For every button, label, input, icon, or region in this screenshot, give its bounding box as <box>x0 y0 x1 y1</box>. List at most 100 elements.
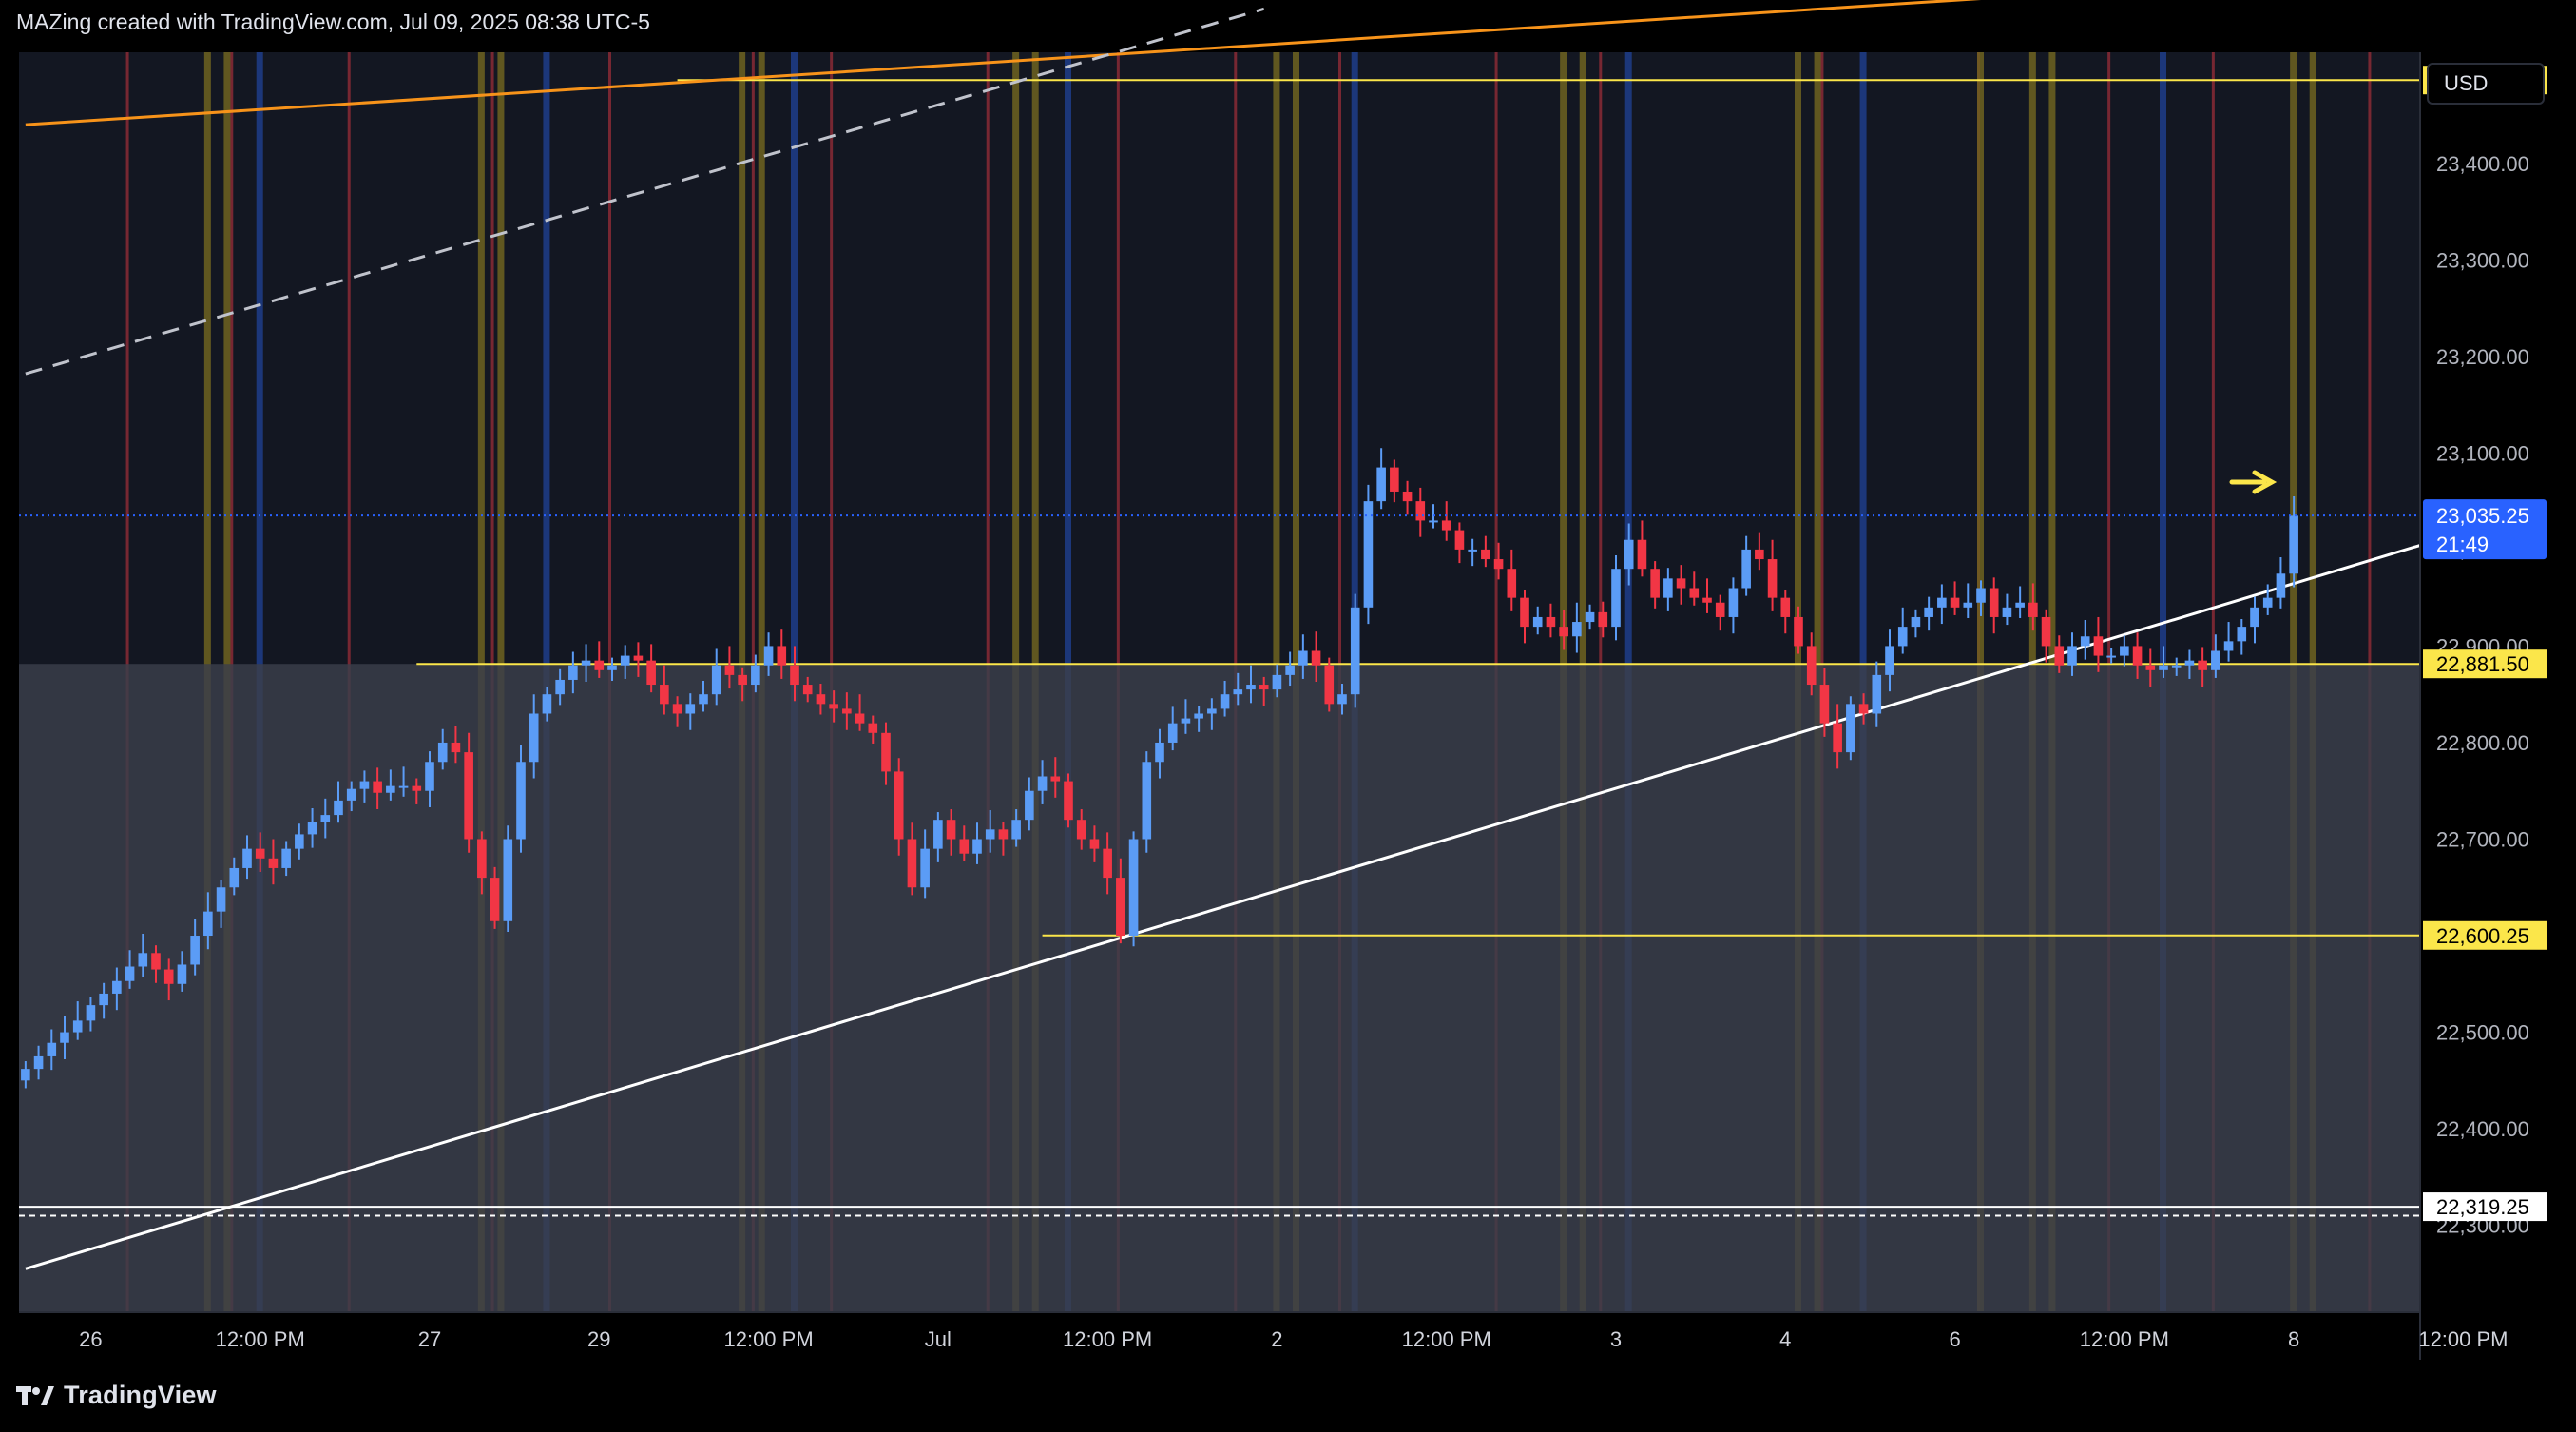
candle-body <box>451 742 461 753</box>
candle-body <box>2223 641 2234 651</box>
candle-body <box>490 878 500 921</box>
candle-body <box>242 848 252 868</box>
candle-body <box>1311 650 1321 666</box>
candle-body <box>1285 665 1295 675</box>
candle-body <box>1780 597 1791 617</box>
candle-body <box>203 911 213 937</box>
candle-body <box>112 980 122 994</box>
candle-body <box>985 829 995 840</box>
candle-body <box>738 674 747 686</box>
candle-body <box>33 1055 44 1070</box>
time-tick-label: Jul <box>925 1327 952 1351</box>
candle-body <box>2262 597 2273 608</box>
candle-body <box>2145 665 2156 670</box>
candle-body <box>1846 704 1855 753</box>
candle-body <box>1272 674 1282 690</box>
candle-body <box>255 848 265 859</box>
candle-body <box>842 708 852 714</box>
candle-body <box>1767 559 1778 598</box>
candle-body <box>1402 491 1413 502</box>
candle-body <box>1755 549 1764 560</box>
candle-body <box>724 665 735 675</box>
chart-header: MAZing created with TradingView.com, Jul… <box>16 10 650 34</box>
price-tick-label: 23,400.00 <box>2436 152 2529 176</box>
trendlines <box>25 0 2576 1270</box>
candle-body <box>216 887 226 912</box>
candle-body <box>2159 665 2168 670</box>
candle-body <box>855 713 865 724</box>
currency-button[interactable]: USD <box>2427 63 2545 105</box>
candle-body <box>2237 627 2247 642</box>
candle-body <box>1989 588 1999 617</box>
time-tick-label: 27 <box>418 1327 441 1351</box>
candle-body <box>1507 569 1517 598</box>
candle-body <box>1676 578 1686 589</box>
candle-body <box>1963 602 1973 608</box>
candle-body <box>1233 689 1243 695</box>
level-badge-label: 22,881.50 <box>2436 652 2529 676</box>
last-price-label: 23,035.25 <box>2436 504 2529 528</box>
candle-body <box>320 815 331 822</box>
candle-body <box>920 848 930 888</box>
candle-body <box>1689 588 1700 598</box>
candle-body <box>1064 781 1073 821</box>
shaded-zone-rect <box>19 664 2419 1312</box>
candle-body <box>1637 539 1647 570</box>
time-tick-label: 26 <box>79 1327 102 1351</box>
tradingview-logo-text: TradingView <box>64 1381 217 1409</box>
time-tick-label: 12:00 PM <box>723 1327 813 1351</box>
candle-body <box>1715 602 1725 617</box>
level-badge-label: 22,319.25 <box>2436 1195 2529 1219</box>
candle-body <box>594 660 605 670</box>
candle-body <box>1937 597 1947 608</box>
candle-body <box>1806 646 1817 686</box>
candle-body <box>1741 549 1751 589</box>
horizontal-levels <box>19 79 2419 1217</box>
candle-body <box>1897 627 1908 647</box>
time-tick-label: 12:00 PM <box>2418 1327 2508 1351</box>
time-tick-label: 12:00 PM <box>1063 1327 1152 1351</box>
candle-body <box>281 848 291 868</box>
last-price-badge <box>2423 499 2547 560</box>
candle-body <box>1833 723 1842 753</box>
candle-body <box>60 1032 69 1043</box>
tradingview-logo[interactable]: TradingView <box>16 1381 217 1410</box>
candle-body <box>503 839 513 921</box>
candle-body <box>2041 616 2051 647</box>
candle-body <box>959 839 970 854</box>
candle-body <box>777 646 787 666</box>
candle-body <box>1481 549 1490 560</box>
candle-body <box>359 781 370 789</box>
candle-body <box>685 704 696 714</box>
candle-body <box>177 964 187 984</box>
candle-body <box>1520 597 1529 628</box>
candle-body <box>633 655 644 661</box>
candle-body <box>763 646 774 666</box>
candle-body <box>1128 839 1139 937</box>
candle-body <box>1532 616 1543 628</box>
candle-body <box>1611 569 1621 628</box>
candle-body <box>86 1005 96 1021</box>
candle-body <box>1819 685 1830 724</box>
candle-body <box>1454 530 1465 550</box>
candle-body <box>398 785 409 788</box>
candle-body <box>2002 607 2012 617</box>
time-tick-label: 4 <box>1779 1327 1791 1351</box>
candle-body <box>2250 607 2259 628</box>
candle-body <box>881 732 891 772</box>
candle-body <box>334 800 343 816</box>
candle-body <box>425 762 434 791</box>
time-tick-label: 12:00 PM <box>216 1327 305 1351</box>
candle-body <box>2211 650 2220 670</box>
candle-body <box>2171 665 2182 668</box>
candle-body <box>464 752 473 840</box>
trendline <box>25 0 1982 126</box>
level-badge <box>2423 649 2547 679</box>
candle-body <box>933 820 943 849</box>
candle-body <box>1259 685 1269 690</box>
candle-body <box>190 936 200 965</box>
candle-body <box>1142 762 1152 840</box>
candle-body <box>1376 467 1386 502</box>
time-axis[interactable]: 26 12:00 PM 27 29 12:00 PM Jul 12:00 PM 2 12:00 … <box>79 1327 2576 1351</box>
